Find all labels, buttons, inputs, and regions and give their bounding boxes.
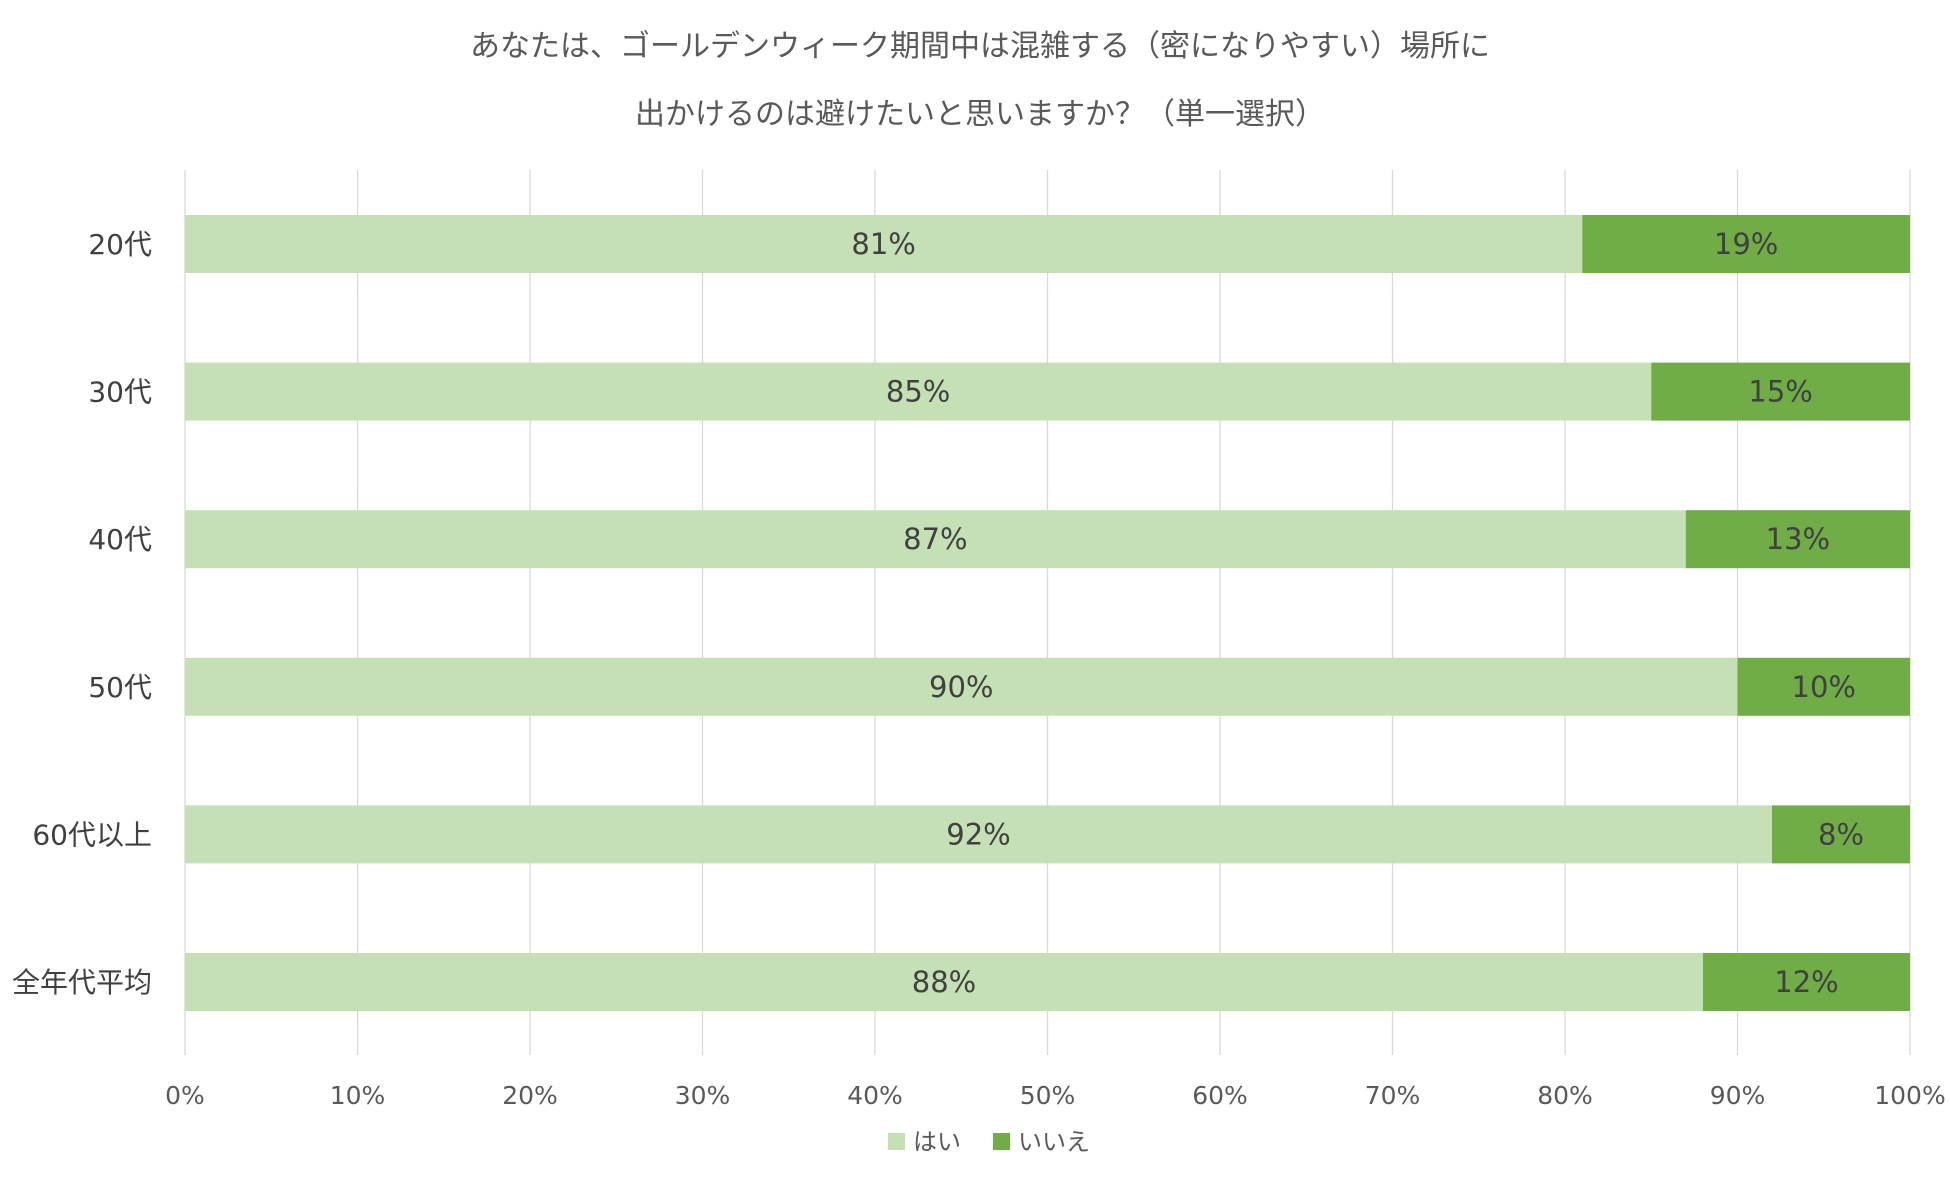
data-label: 19% bbox=[1714, 227, 1778, 261]
data-label: 81% bbox=[851, 227, 915, 261]
category-label: 50代 bbox=[88, 671, 152, 704]
x-tick-label: 0% bbox=[165, 1081, 205, 1110]
legend-swatch bbox=[888, 1133, 905, 1150]
category-label: 30代 bbox=[88, 376, 152, 409]
data-label: 8% bbox=[1818, 817, 1864, 851]
legend: はい いいえ bbox=[888, 1128, 1090, 1156]
data-label: 87% bbox=[903, 522, 967, 556]
bar-segment-yes bbox=[185, 953, 1703, 1011]
bar-segment-no bbox=[1582, 215, 1910, 273]
data-label: 13% bbox=[1766, 522, 1830, 556]
bar-segment-no bbox=[1651, 362, 1910, 421]
data-label: 15% bbox=[1748, 375, 1812, 409]
bar-segment-yes bbox=[185, 657, 1738, 716]
bar-segment-no bbox=[1703, 953, 1910, 1011]
x-tick-label: 70% bbox=[1365, 1081, 1421, 1110]
value-axis: 0% 10% 20% 30% 40% 50% 60% 70% 80% 90% 100% bbox=[165, 1081, 1946, 1110]
x-tick-label: 10% bbox=[330, 1081, 386, 1110]
bar-segment-no bbox=[1737, 657, 1910, 716]
data-label: 92% bbox=[946, 817, 1010, 851]
bar-segment-no bbox=[1772, 805, 1910, 864]
category-label: 60代以上 bbox=[32, 818, 152, 851]
data-label: 90% bbox=[929, 670, 993, 704]
data-label: 12% bbox=[1774, 965, 1838, 999]
chart-title: あなたは、ゴールデンウィーク期間中は混雑する（密になりやすい）場所に 出かけるの… bbox=[470, 29, 1490, 132]
chart-title-line-2: 出かけるのは避けたいと思いますか？（単一選択） bbox=[635, 97, 1325, 132]
x-tick-label: 30% bbox=[675, 1081, 731, 1110]
data-label: 10% bbox=[1792, 670, 1856, 704]
data-label: 85% bbox=[886, 375, 950, 409]
category-label: 20代 bbox=[88, 228, 152, 261]
bar-segment-yes bbox=[185, 215, 1583, 273]
data-label: 88% bbox=[912, 965, 976, 999]
legend-swatch bbox=[993, 1133, 1010, 1150]
chart-title-line-1: あなたは、ゴールデンウィーク期間中は混雑する（密になりやすい）場所に bbox=[470, 29, 1490, 64]
x-tick-label: 40% bbox=[847, 1081, 903, 1110]
x-tick-label: 100% bbox=[1874, 1081, 1945, 1110]
bar-segment-yes bbox=[185, 805, 1772, 864]
bar-segment-no bbox=[1685, 510, 1910, 569]
x-tick-label: 90% bbox=[1710, 1081, 1766, 1110]
x-tick-label: 60% bbox=[1192, 1081, 1248, 1110]
bars: 81% 19% 85% 15% 87% 13% 90% 10% 92% 8% 88% 12% bbox=[185, 215, 1910, 1011]
x-tick-label: 20% bbox=[502, 1081, 558, 1110]
category-label: 全年代平均 bbox=[12, 966, 152, 999]
x-tick-label: 80% bbox=[1537, 1081, 1593, 1110]
x-tick-label: 50% bbox=[1020, 1081, 1076, 1110]
category-label: 40代 bbox=[88, 523, 152, 556]
gridlines bbox=[184, 170, 1911, 1055]
bar-segment-yes bbox=[185, 362, 1652, 421]
legend-label: いいえ bbox=[1018, 1128, 1090, 1156]
legend-label: はい bbox=[913, 1128, 961, 1156]
bar-segment-yes bbox=[185, 510, 1686, 569]
